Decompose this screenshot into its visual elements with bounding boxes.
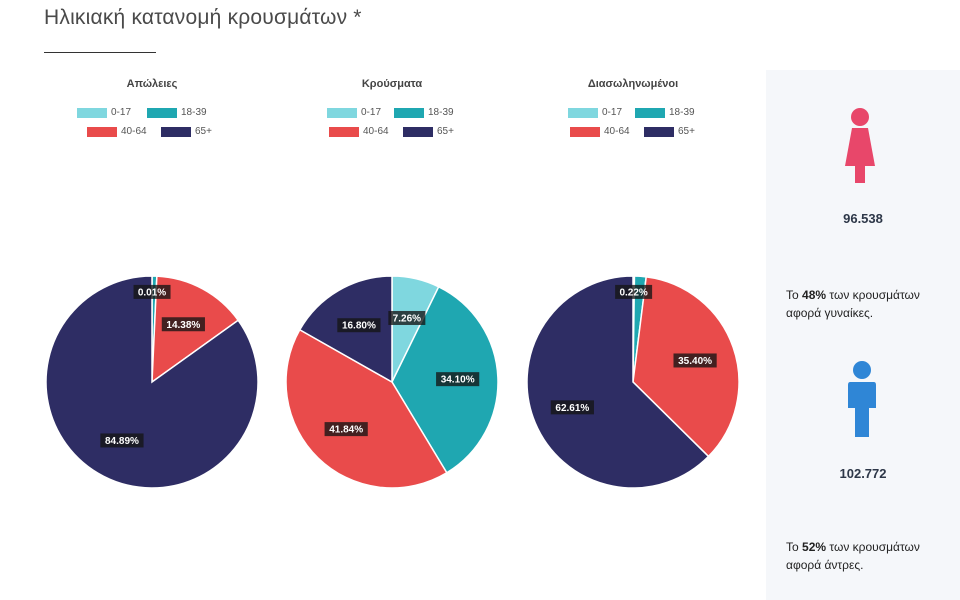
data-label-bg [615,284,653,299]
men-text-after: των κρουσμάτων αφορά άντρες. [786,540,920,572]
pie-chart-deaths: Απώλειες 0-17 18-39 40-64 65+ 0.01% 14.38… [37,72,267,512]
chart-title: Διασωληνωμένοι [587,78,679,90]
legend-swatch [570,127,600,137]
legend-label: 18-39 [181,107,207,118]
legend-item-40-64[interactable]: 40-64 [329,126,389,138]
legend-swatch [77,108,107,118]
legend-item-18-39[interactable]: 18-39 [147,107,207,119]
legend-swatch [644,127,674,137]
legend-label: 18-39 [669,107,695,118]
legend-item-18-39[interactable]: 18-39 [394,107,454,119]
gender-stats-panel: 96.538 Το 48% των κρουσμάτων αφορά γυναί… [766,70,960,600]
data-label-bg [324,422,368,437]
legend-swatch [329,127,359,137]
pie-svg: 0.01% 14.38% 84.89% [45,275,259,489]
women-count: 96.538 [843,211,883,226]
data-label-text: 34.10% [441,375,475,386]
women-description: Το 48% των κρουσμάτων αφορά γυναίκες. [786,286,956,322]
legend-label: 0-17 [602,107,623,118]
data-label: 14.38% [161,317,205,332]
data-label-bg [133,284,171,299]
data-label-bg [161,317,205,332]
legend-item-0-17[interactable]: 0-17 [77,107,131,119]
pie-svg: 0.22% 35.40% 62.61% [526,275,740,489]
legend-label: 65+ [437,126,454,137]
legend-swatch [327,108,357,118]
data-label-text: 7.26% [393,313,421,324]
data-label: 62.61% [550,400,594,415]
women-percent: 48% [802,288,827,302]
data-label-text: 0.22% [619,287,647,298]
legend-swatch [403,127,433,137]
male-person-icon [848,361,876,437]
legend-item-40-64[interactable]: 40-64 [87,126,147,138]
legend-item-65-plus[interactable]: 65+ [403,126,454,138]
page-title: Ηλικιακή κατανομή κρουσμάτων * [44,6,362,29]
women-text-after: των κρουσμάτων αφορά γυναίκες. [786,288,920,320]
legend-item-65-plus[interactable]: 65+ [644,126,695,138]
female-person-icon [845,108,875,183]
data-label-text: 16.80% [342,321,376,332]
data-label: 16.80% [337,318,381,333]
pie-svg: 7.26% 34.10% 41.84% 16.80% [285,275,499,489]
title-underline [44,52,156,53]
data-label-bg [388,310,426,325]
data-label-text: 14.38% [166,320,200,331]
legend-label: 40-64 [363,126,389,137]
legend-item-65-plus[interactable]: 65+ [161,126,212,138]
pie-chart-intubated: Διασωληνωμένοι 0-17 18-39 40-64 65+ 0.22… [518,72,748,512]
men-text-before: Το [786,540,803,554]
pie-chart-cases: Κρούσματα 0-17 18-39 40-64 65+ 7.26% 34.1… [277,72,507,512]
men-description: Το 52% των κρουσμάτων αφορά άντρες. [786,538,956,574]
data-label-text: 41.84% [329,425,363,436]
data-label: 0.22% [615,284,653,299]
slice-65-plus[interactable] [45,275,259,489]
legend-swatch [161,127,191,137]
data-label-bg [673,353,717,368]
legend-label: 65+ [678,126,695,137]
slice-40-64[interactable] [285,328,448,489]
legend-item-40-64[interactable]: 40-64 [570,126,630,138]
legend-swatch [394,108,424,118]
legend-item-0-17[interactable]: 0-17 [568,107,622,119]
data-label: 7.26% [388,310,426,325]
slice-65-plus[interactable] [526,275,710,489]
data-label-text: 84.89% [105,436,139,447]
men-count: 102.772 [839,466,887,481]
legend-item-18-39[interactable]: 18-39 [635,107,695,119]
data-label: 41.84% [324,422,368,437]
legend-label: 0-17 [361,107,382,118]
legend-item-0-17[interactable]: 0-17 [327,107,381,119]
legend-label: 18-39 [428,107,454,118]
data-label-text: 62.61% [555,403,589,414]
legend-swatch [635,108,665,118]
women-text-before: Το [786,288,803,302]
legend-label: 0-17 [111,107,132,118]
legend-label: 65+ [195,126,212,137]
data-label-bg [550,400,594,415]
legend-swatch [147,108,177,118]
data-label: 35.40% [673,353,717,368]
legend-label: 40-64 [604,126,630,137]
data-label-text: 35.40% [678,356,712,367]
chart-title: Απώλειες [126,78,178,90]
men-percent: 52% [802,540,827,554]
data-label: 84.89% [100,433,144,448]
legend-swatch [568,108,598,118]
data-label: 0.01% [133,284,171,299]
chart-title: Κρούσματα [361,78,423,90]
data-label: 34.10% [436,372,480,387]
data-label-bg [100,433,144,448]
data-label-bg [436,372,480,387]
legend-swatch [87,127,117,137]
legend-label: 40-64 [121,126,147,137]
data-label-text: 0.01% [138,287,166,298]
data-label-bg [337,318,381,333]
